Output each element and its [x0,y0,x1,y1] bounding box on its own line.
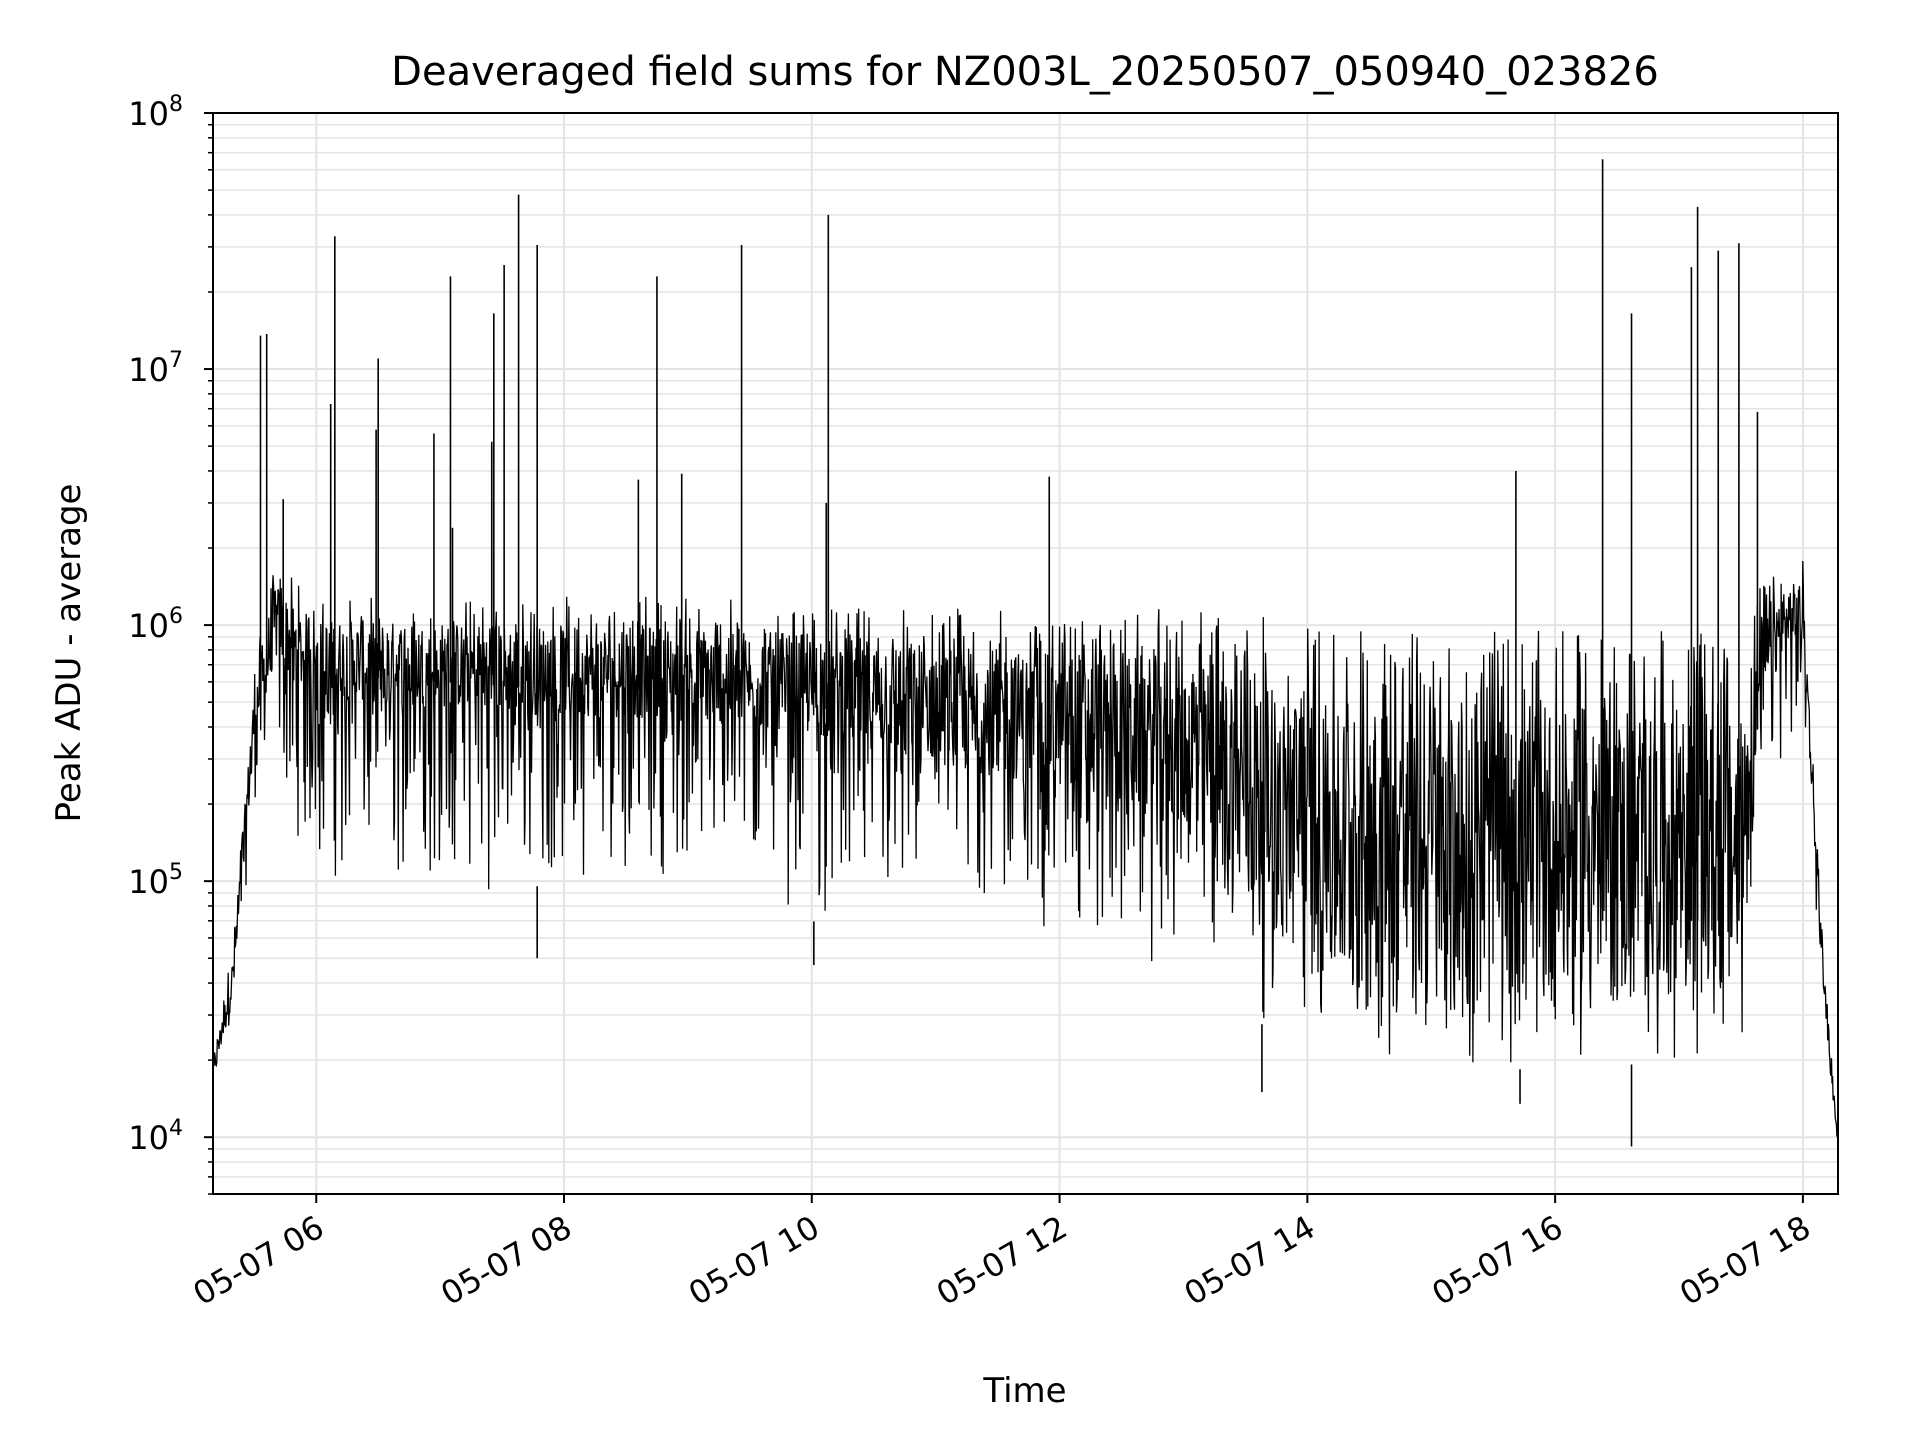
y-tick-base: 10 [128,607,169,645]
y-tick-label: 106 [128,604,183,645]
y-tick-base: 10 [128,863,169,901]
data-series [212,159,1839,1149]
y-tick-base: 10 [128,95,169,133]
y-tick-base: 10 [128,1119,169,1157]
x-axis-label: Time [982,1371,1066,1411]
y-tick-exponent: 6 [169,604,183,629]
series-line [212,560,1839,1149]
y-tick-exponent: 8 [169,92,183,117]
y-axis-label: Peak ADU - average [49,484,89,823]
plot-frame [212,112,1839,1195]
y-tick-label: 108 [128,92,183,133]
y-tick-exponent: 4 [169,1116,183,1141]
y-tick-exponent: 7 [169,348,183,373]
y-tick-label: 107 [128,348,183,389]
y-tick-exponent: 5 [169,860,183,885]
y-tick-label: 104 [128,1116,183,1157]
chart-title: Deaveraged field sums for NZ003L_2025050… [391,49,1659,95]
y-tick-base: 10 [128,351,169,389]
y-tick-label: 105 [128,860,183,901]
